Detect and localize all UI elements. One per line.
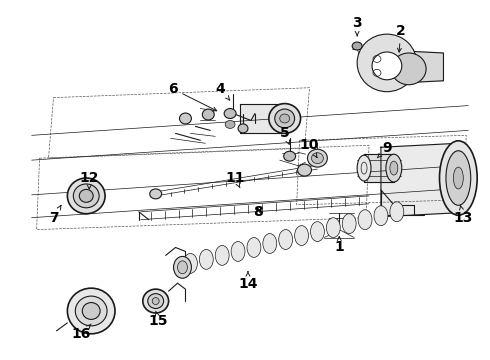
Ellipse shape [357, 155, 371, 181]
Ellipse shape [224, 109, 236, 118]
Ellipse shape [263, 234, 277, 253]
Ellipse shape [440, 141, 477, 215]
Ellipse shape [152, 298, 159, 305]
Ellipse shape [294, 226, 309, 246]
Ellipse shape [79, 189, 93, 202]
Ellipse shape [279, 230, 293, 249]
Text: 15: 15 [149, 311, 169, 328]
Polygon shape [240, 104, 285, 133]
Ellipse shape [446, 151, 471, 205]
Ellipse shape [297, 164, 312, 176]
Ellipse shape [173, 256, 192, 278]
Ellipse shape [372, 52, 402, 80]
Ellipse shape [453, 167, 464, 189]
Ellipse shape [308, 149, 327, 167]
Ellipse shape [386, 154, 402, 182]
Polygon shape [364, 154, 394, 182]
Ellipse shape [312, 153, 323, 164]
Text: 2: 2 [396, 24, 406, 52]
Text: 6: 6 [168, 82, 217, 111]
Ellipse shape [150, 189, 162, 199]
Ellipse shape [326, 218, 340, 238]
Ellipse shape [74, 184, 99, 208]
Ellipse shape [202, 109, 214, 120]
Ellipse shape [177, 261, 188, 274]
Ellipse shape [392, 53, 426, 85]
Ellipse shape [357, 34, 416, 92]
Ellipse shape [179, 113, 192, 124]
Ellipse shape [143, 289, 169, 313]
Ellipse shape [374, 206, 388, 226]
Ellipse shape [238, 124, 248, 133]
Ellipse shape [231, 242, 245, 261]
Ellipse shape [284, 151, 295, 161]
Polygon shape [404, 51, 443, 83]
Ellipse shape [225, 121, 235, 129]
Ellipse shape [352, 42, 362, 50]
Ellipse shape [82, 302, 100, 319]
Ellipse shape [358, 210, 372, 230]
Text: 4: 4 [215, 82, 230, 100]
Ellipse shape [342, 214, 356, 234]
Ellipse shape [390, 202, 404, 222]
Text: 12: 12 [79, 171, 99, 189]
Ellipse shape [68, 178, 105, 214]
Ellipse shape [215, 246, 229, 265]
Ellipse shape [148, 294, 164, 309]
Text: 8: 8 [253, 205, 263, 219]
Text: 13: 13 [454, 205, 473, 225]
Text: 16: 16 [72, 324, 91, 341]
Text: 7: 7 [49, 206, 61, 225]
Ellipse shape [75, 296, 107, 326]
Ellipse shape [275, 109, 294, 128]
Ellipse shape [390, 161, 398, 175]
Ellipse shape [68, 288, 115, 334]
Text: 3: 3 [352, 16, 362, 36]
Ellipse shape [269, 104, 300, 133]
Text: 5: 5 [280, 126, 290, 144]
Ellipse shape [311, 222, 324, 242]
Text: 1: 1 [334, 237, 344, 255]
Text: 10: 10 [300, 138, 319, 158]
Ellipse shape [199, 249, 213, 269]
Ellipse shape [247, 238, 261, 257]
Ellipse shape [280, 114, 290, 123]
Text: 14: 14 [238, 271, 258, 291]
Ellipse shape [183, 253, 197, 273]
Text: 9: 9 [377, 141, 392, 158]
Polygon shape [381, 143, 458, 217]
Text: 11: 11 [225, 171, 245, 188]
